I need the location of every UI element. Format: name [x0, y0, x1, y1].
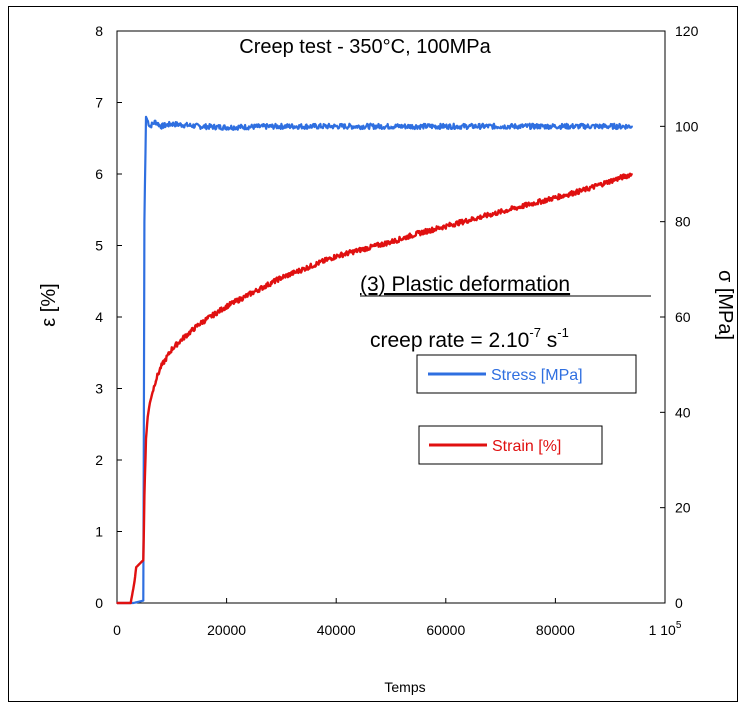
y-axis-left-tick-label: 1: [95, 524, 103, 540]
data-point-stress: [225, 126, 228, 129]
data-point-strain: [160, 366, 162, 368]
y-axis-right-tick-label: 40: [675, 404, 691, 420]
phase-label: (3) Plastic deformation: [360, 273, 570, 296]
x-axis-tick-label: 80000: [536, 622, 575, 638]
data-point-strain: [445, 225, 447, 227]
data-point-strain: [149, 402, 151, 404]
data-point-stress: [554, 125, 557, 128]
y-axis-left-tick-label: 8: [95, 23, 103, 39]
data-point-strain: [171, 348, 173, 350]
data-point-stress: [631, 125, 633, 128]
creep-rate-unit: s: [541, 329, 557, 352]
data-point-strain: [335, 255, 338, 258]
data-point-stress: [142, 599, 145, 602]
chart-title: Creep test - 350°C, 100MPa: [239, 36, 491, 58]
data-point-strain: [145, 437, 147, 440]
legend-stress-label: Stress [MPa]: [491, 367, 583, 384]
data-point-strain: [133, 580, 136, 583]
x-axis-tick-label: 60000: [426, 622, 465, 638]
data-point-strain: [472, 218, 475, 220]
y-axis-left-tick-label: 5: [95, 238, 103, 254]
data-point-strain: [253, 291, 255, 293]
data-point-strain: [308, 266, 310, 268]
data-point-stress: [198, 125, 200, 128]
plot-area-border: [116, 30, 666, 604]
data-point-strain: [554, 196, 557, 199]
y-axis-right-tick-label: 100: [675, 118, 699, 134]
data-point-stress: [143, 220, 146, 223]
series-line-stress: [116, 115, 633, 605]
data-point-stress: [132, 602, 135, 604]
data-point-stress: [390, 125, 392, 128]
x-axis-tick-label: 20000: [207, 622, 246, 638]
data-point-strain: [181, 337, 184, 340]
data-point-strain: [116, 602, 118, 604]
y-axis-right-tick-label: 0: [675, 595, 683, 611]
data-point-stress: [445, 125, 447, 128]
legend-strain-label: Strain [%]: [492, 438, 561, 455]
data-point-strain: [280, 276, 283, 279]
y-axis-left-tick-label: 4: [95, 309, 103, 325]
data-point-strain: [129, 602, 132, 604]
data-point-strain: [609, 180, 611, 182]
x-axis-tick-label: 40000: [317, 622, 356, 638]
y-axis-left-tick-label: 6: [95, 166, 103, 182]
chart-frame: 0 1 2 3 4 5 6 7 8 0 20 40 60 80 100 120 0 20000 40000 60000…: [8, 6, 738, 702]
data-point-strain: [142, 559, 145, 561]
y-axis-right-tick-label: 60: [675, 309, 691, 325]
data-point-stress: [160, 125, 162, 128]
data-point-strain: [198, 323, 200, 325]
series-layer: [116, 115, 633, 605]
y-axis-left-tick-label: 2: [95, 452, 103, 468]
phase-annotation: (3) Plastic deformation: [360, 273, 651, 297]
data-point-stress: [149, 125, 151, 128]
data-point-stress: [499, 125, 502, 128]
x-axis-tick-label: 0: [113, 622, 121, 638]
data-point-strain: [362, 248, 365, 250]
creep-rate-unit-exponent: -1: [557, 325, 569, 340]
y-axis-left-label: ε [%]: [38, 283, 60, 326]
y-axis-left-tick-label: 0: [95, 595, 103, 611]
data-point-stress: [609, 125, 611, 128]
y-axis-right-label: σ [MPa]: [714, 270, 736, 340]
legend-strain: Strain [%]: [418, 425, 603, 465]
data-point-strain: [225, 305, 228, 308]
x-axis-label: Temps: [384, 679, 425, 695]
creep-rate-prefix: creep rate = 2.10: [370, 329, 529, 352]
x-axis-tick-label-exponent: 5: [676, 620, 682, 631]
y-axis-left-tick-label: 7: [95, 95, 103, 111]
series-line-strain: [116, 172, 633, 605]
data-point-stress: [280, 125, 283, 128]
data-point-strain: [527, 203, 529, 206]
data-point-strain: [154, 380, 157, 383]
data-point-strain: [631, 173, 633, 175]
data-point-stress: [335, 125, 338, 128]
data-point-strain: [143, 494, 146, 497]
creep-rate-exponent: -7: [529, 325, 541, 340]
y-axis-right-tick-label: 20: [675, 500, 691, 516]
data-point-stress: [171, 123, 173, 125]
y-axis-right-tick-label: 120: [675, 23, 699, 39]
creep-rate-annotation: creep rate = 2.10-7 s-1: [370, 325, 569, 352]
data-point-strain: [417, 232, 420, 235]
data-point-strain: [582, 189, 584, 192]
data-point-stress: [154, 120, 157, 123]
data-point-strain: [390, 241, 392, 243]
x-axis-tick-label-base: 1 10: [649, 622, 676, 638]
legend-stress: Stress [MPa]: [416, 354, 637, 394]
y-axis-left-tick-label: 3: [95, 381, 103, 397]
x-axis-tick-label: 1 105: [649, 620, 682, 638]
y-axis-right-tick-label: 80: [675, 214, 691, 230]
data-point-stress: [145, 116, 147, 118]
data-point-strain: [146, 416, 149, 418]
data-point-strain: [135, 566, 137, 569]
data-point-strain: [499, 211, 502, 213]
